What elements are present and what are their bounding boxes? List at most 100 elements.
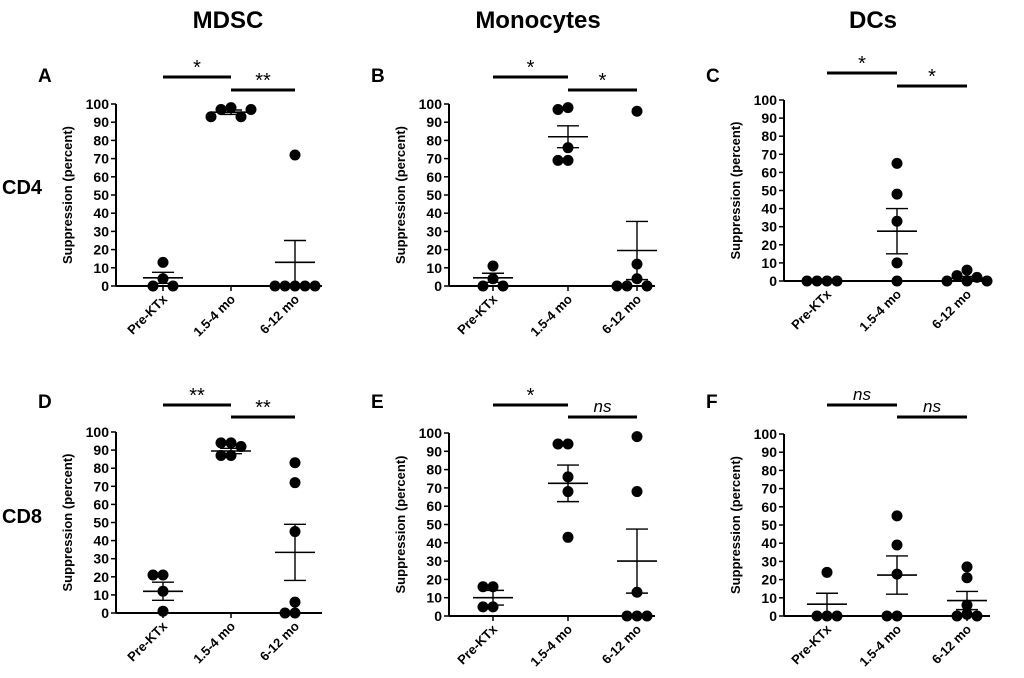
significance-label: **	[255, 70, 271, 92]
y-tick-label: 0	[101, 605, 109, 621]
column-title-dcs: DCs	[849, 7, 897, 34]
panel-letter: C	[706, 66, 720, 87]
data-point	[245, 103, 257, 115]
y-tick-label: 0	[434, 278, 442, 294]
data-point	[891, 215, 903, 227]
data-point	[891, 157, 903, 169]
y-tick-label: 20	[761, 572, 777, 588]
x-tick-label: Pre-KTx	[788, 621, 834, 667]
y-tick-label: 30	[761, 219, 777, 235]
data-point	[289, 477, 301, 489]
y-tick-label: 30	[426, 553, 442, 569]
y-tick-label: 60	[761, 499, 777, 515]
panel-letter: D	[38, 392, 52, 413]
data-point	[289, 280, 301, 292]
y-tick-label: 40	[761, 201, 777, 217]
x-tick-label: 6-12 mo	[257, 291, 302, 336]
data-point	[961, 608, 973, 620]
y-tick-label: 0	[101, 278, 109, 294]
y-tick-label: 90	[426, 114, 442, 130]
y-tick-label: 20	[93, 569, 109, 585]
y-axis-title: Suppression (percent)	[393, 456, 408, 594]
significance-label: **	[255, 397, 271, 419]
column-title-mdsc: MDSC	[193, 7, 264, 34]
y-tick-label: 50	[93, 187, 109, 203]
x-tick-label: 6-12 mo	[929, 621, 974, 666]
x-tick-label: 1.5-4 mo	[527, 291, 575, 339]
y-tick-label: 30	[426, 223, 442, 239]
data-point	[881, 610, 893, 622]
significance-label: **	[189, 385, 205, 407]
significance-label: ns	[923, 397, 941, 416]
y-tick-label: 80	[426, 132, 442, 148]
x-tick-label: 6-12 mo	[599, 291, 644, 336]
data-point	[641, 280, 653, 292]
data-point	[269, 280, 281, 292]
significance-label: ns	[853, 385, 871, 404]
y-tick-label: 30	[761, 553, 777, 569]
data-point	[821, 566, 833, 578]
significance-label: ns	[594, 397, 612, 416]
x-tick-label: Pre-KTx	[454, 291, 500, 337]
data-point	[215, 103, 227, 115]
panel-letter: A	[38, 66, 52, 87]
y-tick-label: 50	[93, 515, 109, 531]
data-point	[157, 256, 169, 268]
significance-label: *	[858, 53, 866, 75]
data-point	[961, 264, 973, 276]
y-tick-label: 60	[93, 496, 109, 512]
data-point	[891, 275, 903, 287]
data-point	[167, 280, 179, 292]
y-tick-label: 50	[761, 183, 777, 199]
data-point	[215, 450, 227, 462]
data-point	[289, 149, 301, 161]
data-point	[487, 260, 499, 272]
data-point	[562, 471, 574, 483]
data-point	[562, 154, 574, 166]
data-point	[611, 280, 623, 292]
x-tick-label: 6-12 mo	[599, 621, 644, 666]
data-point	[552, 438, 564, 450]
data-point	[477, 601, 489, 613]
y-tick-label: 60	[93, 169, 109, 185]
data-point	[225, 450, 237, 462]
y-tick-label: 70	[761, 481, 777, 497]
data-point	[205, 111, 217, 123]
x-tick-label: 6-12 mo	[257, 618, 302, 663]
data-point	[225, 102, 237, 114]
data-point	[631, 610, 643, 622]
data-point	[235, 440, 247, 452]
data-point	[891, 188, 903, 200]
data-point	[891, 510, 903, 522]
y-tick-label: 80	[761, 128, 777, 144]
data-point	[891, 539, 903, 551]
y-tick-label: 100	[754, 92, 778, 108]
y-tick-label: 30	[93, 551, 109, 567]
panel-d: D 0 10 20 30 40 50 60 70 80 90 100 Suppression (perc…	[38, 385, 322, 666]
y-tick-label: 20	[761, 237, 777, 253]
significance-label: *	[193, 57, 201, 79]
data-point	[631, 431, 643, 443]
y-tick-label: 50	[426, 517, 442, 533]
y-tick-label: 20	[426, 571, 442, 587]
data-point	[831, 610, 843, 622]
data-point	[891, 610, 903, 622]
data-point	[631, 273, 643, 285]
y-tick-label: 40	[761, 535, 777, 551]
y-tick-label: 80	[426, 462, 442, 478]
y-tick-label: 80	[93, 132, 109, 148]
y-tick-label: 10	[93, 587, 109, 603]
data-point	[821, 610, 833, 622]
y-tick-label: 100	[754, 426, 778, 442]
data-point	[215, 437, 227, 449]
y-tick-label: 0	[434, 608, 442, 624]
data-point	[562, 486, 574, 498]
y-tick-label: 100	[419, 425, 443, 441]
y-tick-label: 0	[769, 608, 777, 624]
y-tick-label: 10	[761, 590, 777, 606]
data-point	[487, 273, 499, 285]
data-point	[641, 610, 653, 622]
data-point	[821, 275, 833, 287]
data-point	[631, 258, 643, 270]
